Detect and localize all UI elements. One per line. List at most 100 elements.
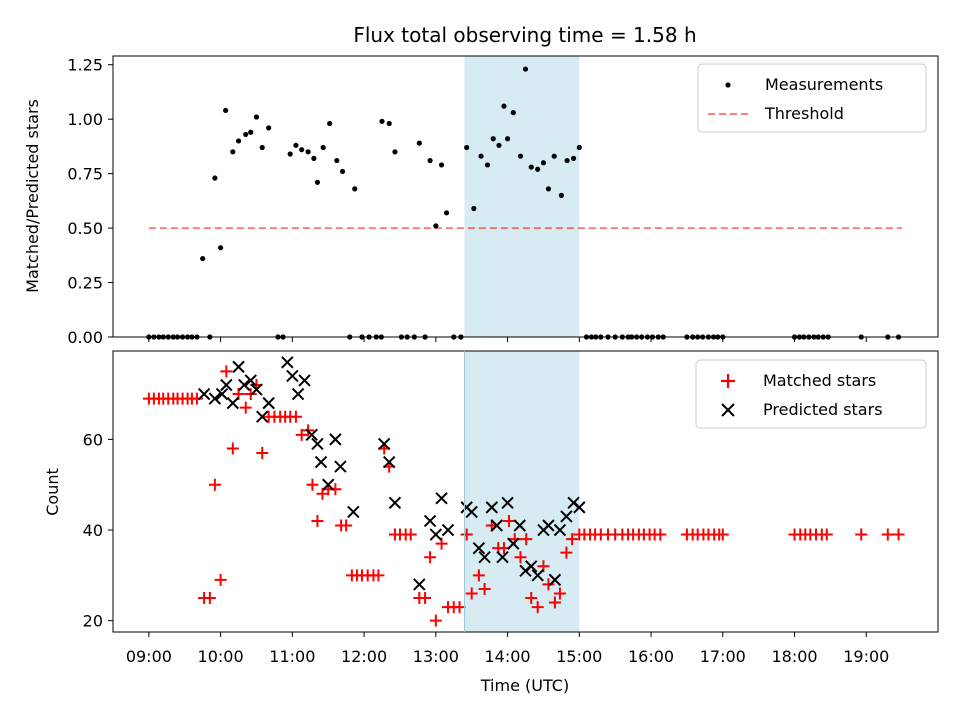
measurement-point [484,162,491,168]
measurement-point [510,110,516,116]
predicted-star-marker [286,369,299,383]
predicted-star-marker [226,396,240,410]
x-tick-label: 18:00 [771,647,817,666]
predicted-star-marker [490,519,504,532]
measurement-point [379,118,385,124]
top-y-tick-label: 0.50 [67,219,103,238]
predicted-star-marker [232,360,245,374]
bottom-axes-frame [112,350,939,633]
predicted-star-marker [423,514,437,528]
predicted-star-marker [197,387,211,401]
bottom-y-tick-label: 40 [83,521,103,540]
measurement-point [433,223,439,229]
measurement-point [266,125,272,131]
matched-star-marker [514,551,527,564]
measurement-point [314,179,321,185]
ratio-chart: Flux total observing time = 1.58 h 0.00 0… [23,23,939,347]
matched-star-marker [525,592,538,605]
measurement-point [438,162,445,168]
x-tick-label: 10:00 [198,647,244,666]
predicted-star-marker [250,383,263,396]
measurement-point [253,114,260,120]
matched-star-marker [553,587,566,600]
predicted-star-marker [413,578,426,591]
measurement-point [243,131,249,138]
predicted-star-marker [347,505,360,519]
measurement-point [200,255,206,262]
measurement-point [443,210,450,216]
predicted-star-marker [329,433,342,446]
measurement-point [427,157,433,164]
matched-star-marker [566,533,579,546]
matched-star-marker [372,569,385,582]
measurement-point [564,157,570,164]
measurement-point [576,144,582,151]
measurement-point [311,155,317,161]
matched-star-marker [520,533,533,546]
matched-star-marker [306,478,319,491]
measurement-point [570,155,577,161]
x-axis-label: Time (UTC) [480,676,569,695]
x-tick-label: 15:00 [556,647,602,666]
predicted-star-marker [429,528,443,541]
count-chart: 20 40 60 09:00 10:00 11:00 12:00 13:00 14:00 15:… [43,350,939,695]
top-y-tick-label: 0.25 [67,274,103,293]
measurement-point [248,129,254,135]
matched-star-marker [855,528,868,541]
measurement-point [218,245,224,251]
measurement-point [416,140,422,146]
x-tick-label: 11:00 [269,647,315,666]
matched-star-marker [453,601,466,614]
predicted-star-marker [382,455,396,469]
matched-star-marker [289,410,302,423]
predicted-star-marker [244,374,257,387]
top-axes-frame [112,55,939,338]
top-y-axis-label: Matched/Predicted stars [23,99,42,293]
predicted-star-marker [548,573,562,587]
matched-star-marker [239,401,252,414]
legend-predicted-label: Predicted stars [763,400,883,419]
predicted-star-marker [238,378,251,392]
matched-star-marker [503,514,515,527]
predicted-star-marker [472,541,486,555]
predicted-star-marker [542,519,555,532]
matched-star-marker [548,596,561,609]
measurement-point [299,147,305,153]
legend-measurements-label: Measurements [765,75,883,94]
matched-star-marker [419,592,432,605]
matched-star-marker [203,592,216,605]
measurement-point [327,120,333,127]
x-tick-label: 19:00 [843,647,889,666]
matched-star-marker [429,614,442,627]
predicted-star-marker [560,510,573,523]
matched-star-marker [654,528,667,541]
measurement-point [339,168,346,175]
matched-star-marker [478,582,491,595]
matched-star-marker [404,528,417,541]
predicted-star-marker [573,501,586,514]
predicted-star-marker [496,551,509,564]
measurement-point [535,166,541,172]
measurement-point [223,107,229,114]
measurement-point [230,149,236,155]
x-tick-label: 12:00 [341,647,387,666]
measurement-point [471,205,477,212]
measurement-point [545,186,552,192]
matched-star-marker [820,528,833,541]
bottom-y-tick-label: 20 [83,612,103,631]
measurement-point [352,186,358,192]
top-y-tick-label: 1.00 [67,110,103,129]
matched-star-marker [214,573,227,586]
predicted-star-marker [305,428,318,442]
matched-star-marker [208,478,221,491]
predicted-star-marker [501,496,514,510]
predicted-star-marker [298,374,311,387]
measurement-point [551,153,557,159]
matched-star-marker [560,546,573,559]
legend-matched-marker [721,374,735,388]
predicted-star-marker [256,410,269,423]
x-tick-label: 17:00 [700,647,746,666]
top-legend-box [697,63,927,133]
measurement-point [386,120,392,127]
